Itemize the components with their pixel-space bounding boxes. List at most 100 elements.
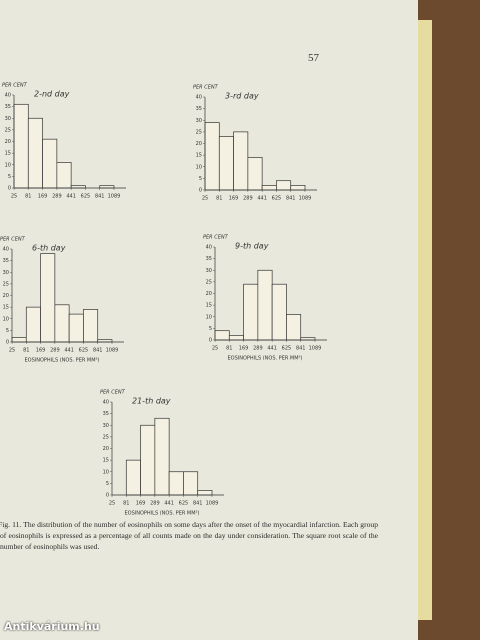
chart-title: 3-rd day (225, 92, 259, 101)
x-axis-label: EOSINOPHILS (NOS. PER MM³) (24, 358, 99, 364)
bar (197, 490, 213, 496)
bar (271, 283, 287, 341)
x-tick-label: 25 (11, 194, 17, 200)
x-tick-label: 289 (253, 346, 263, 352)
bar (154, 417, 170, 496)
y-tick-label: 5 (106, 481, 109, 487)
bar (290, 185, 306, 191)
y-tick-label: 20 (206, 291, 212, 297)
charts: PER CENT 2-nd day 0 5 10 15 20 25 30 35 40 25 81 169 2… (0, 83, 327, 517)
bar (42, 138, 58, 189)
x-tick-label: 289 (52, 194, 62, 200)
bar (83, 309, 99, 343)
y-tick-label: 35 (103, 411, 109, 417)
y-tick-label: 40 (196, 95, 202, 101)
x-tick-label: 1089 (108, 194, 121, 200)
x-axis-label: EOSINOPHILS (NOS. PER MM³) (124, 511, 199, 517)
y-tick-label: 0 (209, 338, 212, 344)
y-tick-label: 25 (5, 127, 11, 133)
x-tick-label: 441 (267, 346, 277, 352)
x-tick-label: 625 (272, 196, 282, 202)
x-axis-label: EOSINOPHILS (NOS. PER MM³) (227, 356, 302, 362)
x-tick-label: 81 (216, 196, 222, 202)
x-tick-label: 169 (229, 196, 239, 202)
y-tick-label: 15 (5, 151, 11, 157)
bar (257, 269, 273, 341)
bar (13, 103, 29, 189)
x-tick-label: 81 (123, 501, 129, 507)
x-tick-label: 841 (286, 196, 296, 202)
y-tick-label: 35 (206, 256, 212, 262)
page-edge (418, 20, 432, 620)
x-tick-label: 441 (64, 348, 74, 354)
y-tick-label: 35 (3, 258, 9, 264)
y-tick-label: 20 (5, 139, 11, 145)
bar (218, 136, 234, 191)
y-axis-label: PER CENT (2, 83, 28, 89)
y-tick-label: 30 (196, 118, 202, 124)
y-tick-label: 5 (209, 326, 212, 332)
y-tick-label: 25 (206, 279, 212, 285)
bar (261, 185, 277, 191)
x-tick-label: 289 (50, 348, 60, 354)
x-tick-label: 1089 (299, 196, 312, 202)
x-tick-label: 169 (136, 501, 146, 507)
y-tick-label: 20 (196, 141, 202, 147)
y-tick-label: 0 (199, 188, 202, 194)
y-tick-label: 10 (5, 162, 11, 168)
x-tick-label: 81 (23, 348, 29, 354)
y-axis-label: PER CENT (203, 235, 229, 241)
y-tick-label: 15 (196, 153, 202, 159)
x-tick-label: 441 (164, 501, 174, 507)
y-tick-label: 10 (3, 316, 9, 322)
y-tick-label: 0 (6, 340, 9, 346)
bar (68, 313, 84, 343)
x-tick-label: 625 (81, 194, 91, 200)
x-tick-label: 289 (243, 196, 253, 202)
y-tick-label: 0 (106, 493, 109, 499)
x-tick-label: 25 (9, 348, 15, 354)
y-tick-label: 0 (8, 186, 11, 192)
chart-title: 2-nd day (34, 90, 70, 99)
y-tick-label: 40 (3, 247, 9, 253)
y-tick-label: 5 (6, 328, 9, 334)
y-tick-label: 25 (196, 129, 202, 135)
y-tick-label: 20 (103, 446, 109, 452)
x-tick-label: 441 (257, 196, 267, 202)
x-tick-label: 25 (212, 346, 218, 352)
x-tick-label: 1089 (206, 501, 219, 507)
x-tick-label: 841 (296, 346, 306, 352)
y-tick-label: 25 (3, 281, 9, 287)
x-tick-label: 289 (150, 501, 160, 507)
chart-title: 9-th day (235, 242, 269, 251)
y-tick-label: 25 (103, 434, 109, 440)
bar (286, 314, 302, 341)
bar (54, 304, 70, 343)
bar (140, 424, 156, 496)
y-axis-label: PER CENT (100, 390, 126, 396)
bar (125, 459, 141, 496)
y-tick-label: 20 (3, 293, 9, 299)
x-tick-label: 169 (239, 346, 249, 352)
bar (56, 162, 72, 189)
x-tick-label: 1089 (106, 348, 119, 354)
y-tick-label: 15 (103, 458, 109, 464)
page-number: 57 (308, 52, 319, 64)
y-tick-label: 35 (5, 104, 11, 110)
y-tick-label: 10 (196, 164, 202, 170)
bar (243, 283, 259, 341)
y-tick-label: 40 (5, 93, 11, 99)
chart-title: 6-th day (32, 244, 66, 253)
y-tick-label: 15 (3, 305, 9, 311)
x-tick-label: 25 (202, 196, 208, 202)
bar (247, 157, 263, 191)
y-tick-label: 10 (206, 314, 212, 320)
y-tick-label: 30 (3, 270, 9, 276)
bar (233, 131, 249, 191)
bar (183, 471, 199, 496)
x-tick-label: 841 (95, 194, 105, 200)
y-tick-label: 30 (206, 268, 212, 274)
x-tick-label: 81 (226, 346, 232, 352)
bar (27, 117, 43, 189)
